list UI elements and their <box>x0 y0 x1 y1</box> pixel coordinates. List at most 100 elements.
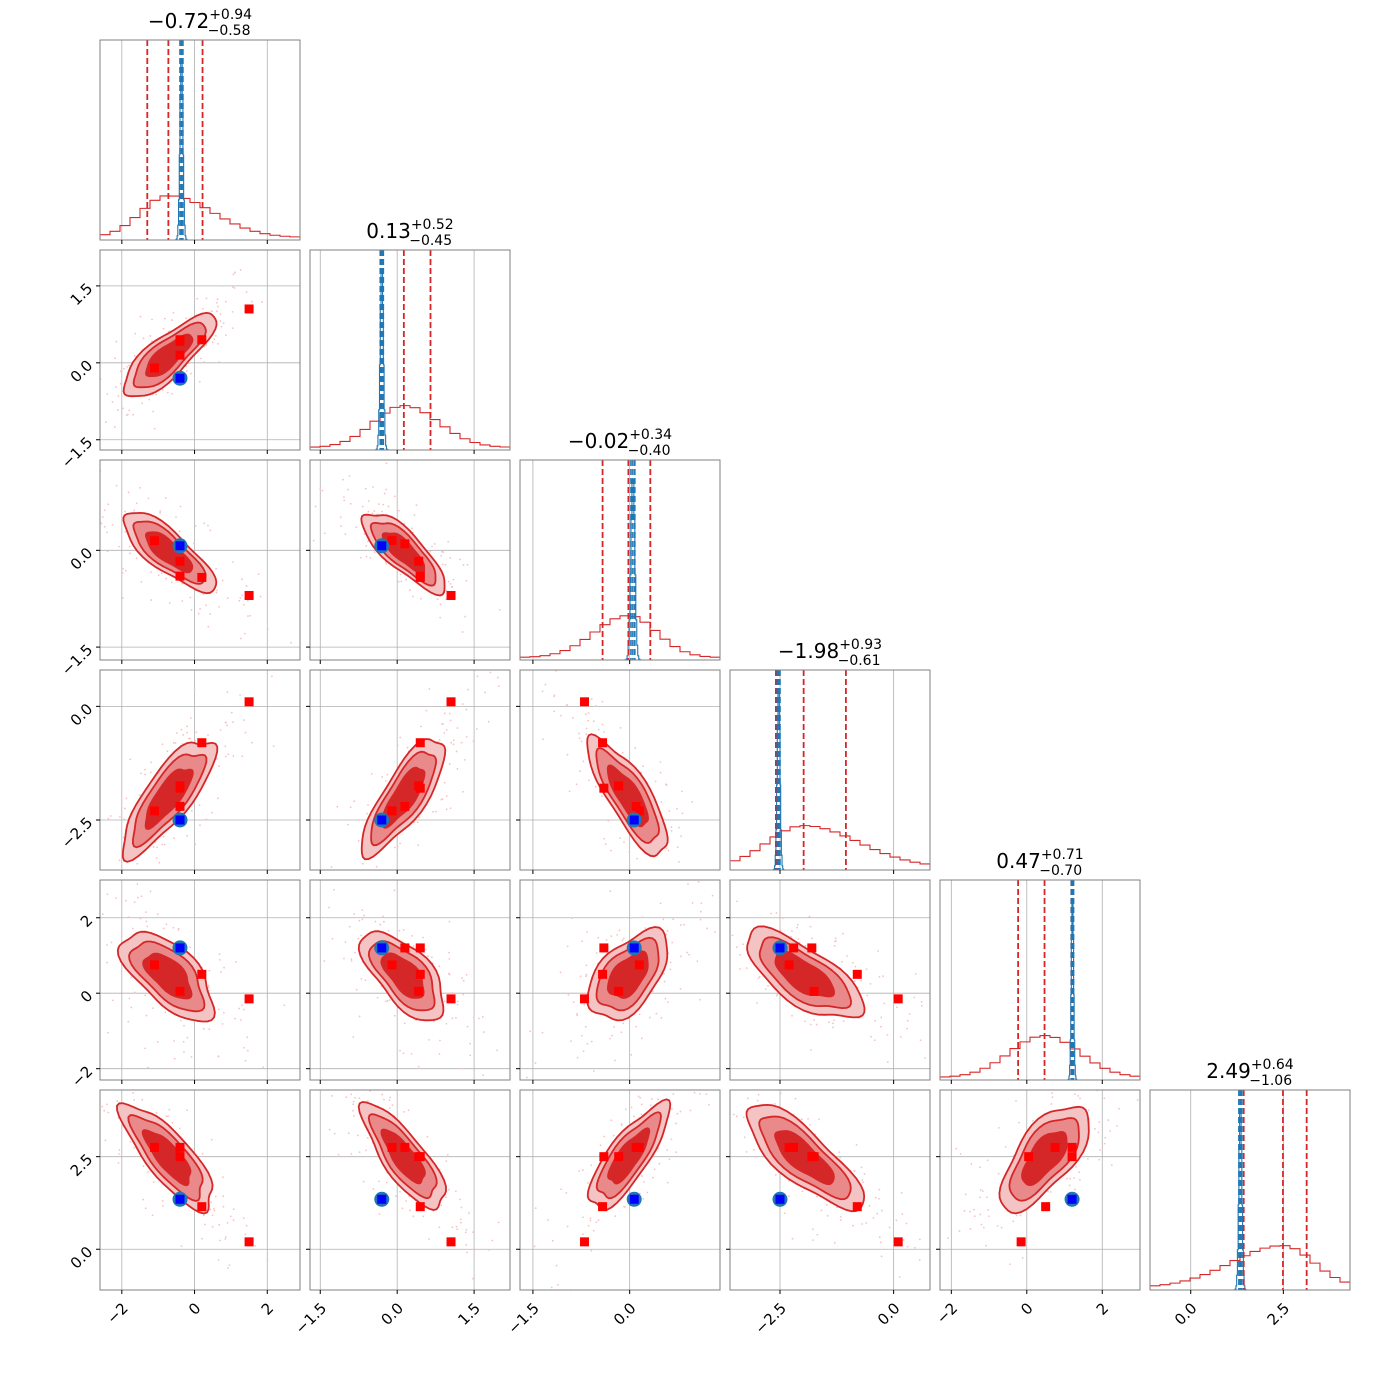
sample-point <box>136 862 139 865</box>
sample-point <box>242 719 245 721</box>
sample-point <box>741 923 743 925</box>
red-marker <box>175 571 185 581</box>
sample-point <box>603 730 605 733</box>
sample-point <box>241 594 243 597</box>
sample-point <box>355 904 357 906</box>
sample-point <box>570 917 573 920</box>
red-marker <box>415 738 425 748</box>
sample-point <box>1094 1127 1096 1130</box>
sample-point <box>90 1091 92 1093</box>
sample-point <box>665 784 668 787</box>
sample-point <box>156 913 159 916</box>
sample-point <box>979 1213 982 1216</box>
panel-frame <box>1149 1089 1351 1291</box>
sample-point <box>180 728 183 731</box>
sample-point <box>347 1034 349 1036</box>
sample-point <box>202 1214 205 1217</box>
sample-point <box>463 758 466 761</box>
sample-point <box>110 1087 112 1089</box>
sample-point <box>811 1228 814 1230</box>
title-minus: −0.58 <box>208 23 251 39</box>
title-plus: +0.52 <box>411 217 454 233</box>
sample-point <box>692 914 694 916</box>
sample-point <box>878 1188 881 1191</box>
sample-point <box>135 502 138 505</box>
sample-point <box>815 1023 818 1026</box>
sample-point <box>257 637 259 639</box>
sample-point <box>194 739 197 742</box>
sample-point <box>582 1233 584 1236</box>
sample-point <box>770 912 772 915</box>
sample-point <box>220 971 222 973</box>
sample-point <box>717 1035 719 1037</box>
sample-point <box>682 897 684 899</box>
sample-point <box>443 781 446 784</box>
sample-point <box>566 1225 569 1228</box>
sample-point <box>553 710 556 713</box>
sample-point <box>215 589 218 592</box>
sample-point <box>1051 1096 1054 1098</box>
sample-point <box>219 320 222 322</box>
red-marker <box>598 1202 608 1212</box>
sample-point <box>367 510 370 513</box>
sample-point <box>1103 1142 1106 1145</box>
title-minus: −0.61 <box>838 653 881 669</box>
sample-point <box>133 901 136 904</box>
sample-point <box>484 691 487 694</box>
sample-point <box>498 608 501 611</box>
sample-point <box>149 335 152 337</box>
sample-point <box>447 540 450 543</box>
sample-point <box>185 370 188 372</box>
sample-point <box>217 1008 220 1011</box>
sample-point <box>159 511 162 514</box>
sample-point <box>130 871 132 873</box>
y-tick-label: −1.5 <box>58 641 96 679</box>
sample-point <box>209 529 212 532</box>
sample-point <box>578 737 581 740</box>
sample-point <box>152 410 155 413</box>
sample-point <box>381 776 384 778</box>
sample-point <box>1098 1158 1101 1161</box>
sample-point <box>834 940 837 942</box>
sample-point <box>640 1113 643 1116</box>
sample-point <box>201 1152 204 1155</box>
sample-point <box>919 1039 922 1042</box>
sample-point <box>472 740 475 743</box>
sample-point <box>996 1224 999 1227</box>
sample-point <box>1078 1171 1081 1174</box>
sample-point <box>865 968 868 971</box>
sample-point <box>1004 1145 1007 1148</box>
sample-point <box>232 1219 235 1222</box>
sample-point <box>675 1059 677 1061</box>
sample-point <box>578 1170 581 1173</box>
sample-point <box>790 935 792 938</box>
sample-point <box>677 861 680 863</box>
x-tick-label: 2 <box>1093 1299 1112 1318</box>
sample-point <box>394 1195 397 1197</box>
sample-point <box>544 683 547 686</box>
sample-point <box>124 530 127 533</box>
sample-point <box>452 739 455 742</box>
sample-point <box>118 1153 121 1155</box>
title-median: −1.98 <box>778 639 839 663</box>
sample-point <box>668 810 671 812</box>
sample-point <box>186 834 189 837</box>
sample-point <box>756 1002 759 1004</box>
sample-point <box>804 944 807 947</box>
sample-point <box>102 913 104 916</box>
sample-point <box>447 580 450 583</box>
sample-point <box>466 1251 468 1254</box>
sample-point <box>352 1114 355 1117</box>
panel-frame <box>99 669 301 871</box>
sample-point <box>1103 1097 1106 1100</box>
sample-point <box>84 905 86 907</box>
sample-point <box>1116 1124 1118 1127</box>
sample-point <box>361 881 363 883</box>
x-tick-label: −2 <box>103 1299 131 1327</box>
title-plus: +0.93 <box>839 637 882 653</box>
sample-point <box>640 1037 643 1040</box>
sample-point <box>218 606 220 608</box>
sample-point <box>92 931 94 933</box>
sample-point <box>208 1028 211 1031</box>
